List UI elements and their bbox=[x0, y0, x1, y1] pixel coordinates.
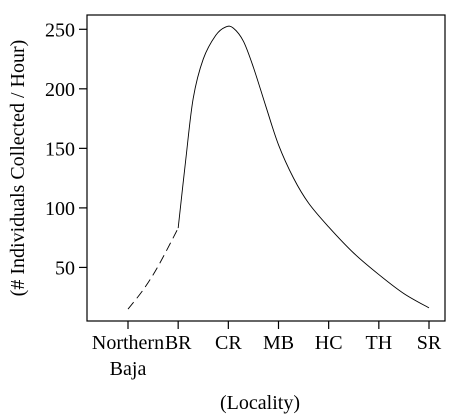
x-tick-label: SR bbox=[417, 332, 442, 354]
plot-frame bbox=[86, 14, 446, 322]
x-tick-label-line: HC bbox=[315, 332, 343, 354]
x-tick-label: CR bbox=[215, 332, 242, 354]
x-tick-label-line: Northern bbox=[92, 332, 164, 354]
y-axis: 50 100 150 200 250 bbox=[45, 19, 87, 279]
x-tick-label-line: SR bbox=[417, 332, 442, 354]
series-line-solid bbox=[177, 25, 430, 309]
y-tick-label: 150 bbox=[45, 138, 75, 160]
x-axis: Northern Baja BR CR MB HC TH SR bbox=[92, 321, 442, 380]
y-tick-label: 200 bbox=[45, 79, 75, 101]
x-tick-label: Northern Baja bbox=[92, 332, 164, 380]
y-tick-label: 250 bbox=[45, 19, 75, 41]
y-tick-label: 100 bbox=[45, 198, 75, 220]
x-tick-label: TH bbox=[365, 332, 392, 354]
x-tick-label-line: CR bbox=[215, 332, 242, 354]
x-tick-label-line: MB bbox=[263, 332, 294, 354]
x-tick-label-line: TH bbox=[365, 332, 392, 354]
x-tick-label: BR bbox=[165, 332, 192, 354]
x-tick-label: MB bbox=[263, 332, 294, 354]
x-tick-label-line: Baja bbox=[110, 358, 147, 380]
x-tick-label: HC bbox=[315, 332, 343, 354]
series-line-dashed bbox=[127, 227, 179, 310]
y-tick-label: 50 bbox=[55, 257, 75, 279]
x-tick-label-line: BR bbox=[165, 332, 192, 354]
series-layer bbox=[127, 25, 430, 310]
y-axis-title: (# Individuals Collected / Hour) bbox=[7, 40, 29, 297]
x-axis-title: (Locality) bbox=[220, 392, 300, 414]
